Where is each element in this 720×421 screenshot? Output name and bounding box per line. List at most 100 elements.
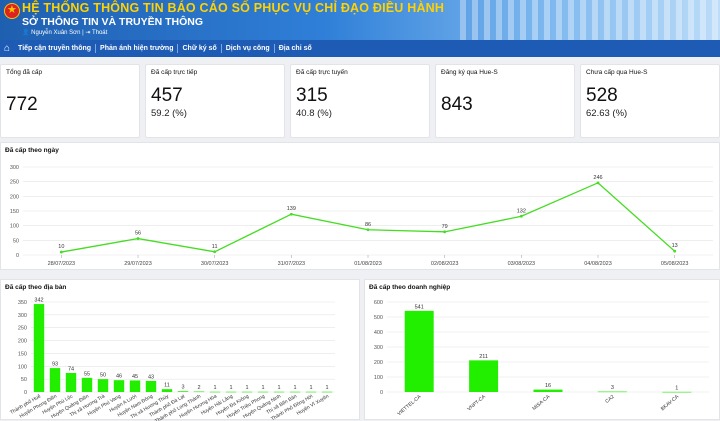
y-tick-label: 350 xyxy=(18,300,27,306)
y-tick-label: 0 xyxy=(24,390,27,396)
bar-value-label: 1 xyxy=(213,385,216,391)
app-header: HỆ THỐNG THÔNG TIN BÁO CÁO SỐ PHỤC VỤ CH… xyxy=(0,0,720,40)
y-tick-label: 50 xyxy=(21,377,27,383)
data-label: 56 xyxy=(135,231,141,237)
stat-value: 843 xyxy=(441,94,473,115)
stat-label: Đăng ký qua Hue-S xyxy=(441,69,498,76)
app-title: HỆ THỐNG THÔNG TIN BÁO CÁO SỐ PHỤC VỤ CH… xyxy=(22,1,445,15)
y-tick-label: 250 xyxy=(10,180,19,186)
data-label: 13 xyxy=(672,243,678,249)
data-label: 86 xyxy=(365,222,371,228)
data-point xyxy=(366,228,370,232)
stat-card-direct: Đã cấp trực tiếp 457 59.2 (%) xyxy=(145,64,285,138)
daily-chart-panel: Đã cấp theo ngày 0 50 100 150 200 250 300 28/07… xyxy=(0,142,720,270)
nav-item-chu-ky-so[interactable]: Chữ ký số xyxy=(178,44,222,53)
y-tick-label: 100 xyxy=(18,364,27,370)
bar-value-label: 211 xyxy=(479,354,488,360)
data-point xyxy=(443,230,447,234)
bar xyxy=(241,391,253,393)
x-tick-label: 05/08/2023 xyxy=(661,261,689,267)
bar-value-label: 3 xyxy=(181,385,184,391)
nav-item-tiep-can-truyen-thong[interactable]: Tiếp cận truyền thông xyxy=(14,44,97,53)
data-label: 132 xyxy=(517,208,526,214)
bar-value-label: 1 xyxy=(277,385,280,391)
bar xyxy=(193,391,205,393)
y-tick-label: 100 xyxy=(374,375,383,381)
bar-value-label: 1 xyxy=(325,385,328,391)
x-tick-label: BKAV-CA xyxy=(660,394,681,413)
x-tick-label: CA2 xyxy=(604,394,615,405)
nav-item-dia-chi-so[interactable]: Địa chỉ số xyxy=(278,45,312,52)
provider-chart-panel: Đã cấp theo doanh nghiệp 0 100 200 300 400 50… xyxy=(364,279,720,420)
y-tick-label: 150 xyxy=(10,209,19,215)
stat-percent: 40.8 (%) xyxy=(296,108,332,119)
data-point xyxy=(136,237,140,240)
provider-bar-chart: 0 100 200 300 400 500 600 541 VIETTEL-CA 211 VNPT-… xyxy=(374,300,709,417)
bar xyxy=(65,372,77,392)
x-tick-label: VNPT-CA xyxy=(466,394,487,413)
bar-value-label: 1 xyxy=(675,385,678,391)
bar xyxy=(321,391,333,393)
x-tick-label: 03/08/2023 xyxy=(508,261,536,267)
logout-icon: ⇥ xyxy=(85,30,91,36)
logout-link[interactable]: Thoát xyxy=(91,30,108,36)
bar xyxy=(161,389,173,392)
bar xyxy=(662,391,692,393)
y-tick-label: 500 xyxy=(374,315,383,321)
data-point xyxy=(213,250,217,254)
x-tick-label: 30/07/2023 xyxy=(201,261,229,267)
y-tick-label: 200 xyxy=(374,360,383,366)
bar xyxy=(177,391,189,392)
stat-card-hues-registered: Đăng ký qua Hue-S 843 xyxy=(435,64,575,138)
data-point xyxy=(596,181,600,185)
data-label: 79 xyxy=(442,224,448,230)
bar xyxy=(113,380,125,392)
bar xyxy=(33,304,45,392)
bar xyxy=(81,377,93,392)
home-icon[interactable]: ⌂ xyxy=(4,43,11,54)
stat-card-hues-pending: Chưa cấp qua Hue-S 528 62.63 (%) xyxy=(580,64,720,138)
main-nav: ⌂ Tiếp cận truyền thông Phản ánh hiện tr… xyxy=(0,40,720,57)
x-tick-label: 04/08/2023 xyxy=(584,261,612,267)
stat-label: Chưa cấp qua Hue-S xyxy=(586,69,648,76)
data-label: 139 xyxy=(287,206,296,212)
bar-value-label: 45 xyxy=(132,374,138,380)
bar-value-label: 1 xyxy=(309,385,312,391)
bar xyxy=(129,380,141,392)
bar-value-label: 1 xyxy=(229,385,232,391)
y-tick-label: 300 xyxy=(374,345,383,351)
bar xyxy=(49,368,61,392)
y-tick-label: 0 xyxy=(16,253,19,259)
bar xyxy=(273,391,285,393)
y-tick-label: 300 xyxy=(18,313,27,319)
y-tick-label: 150 xyxy=(18,351,27,357)
data-point xyxy=(289,212,293,216)
national-emblem-icon xyxy=(4,3,20,19)
bar xyxy=(145,380,157,392)
data-point xyxy=(59,250,63,254)
user-name[interactable]: Nguyễn Xuân Sơn xyxy=(31,30,81,36)
nav-item-dich-vu-cong[interactable]: Dịch vụ công xyxy=(222,44,275,53)
bar xyxy=(305,391,317,393)
y-tick-label: 200 xyxy=(18,339,27,345)
bar xyxy=(209,391,221,393)
bar-value-label: 1 xyxy=(293,385,296,391)
bar-value-label: 74 xyxy=(68,366,74,372)
series-line xyxy=(61,182,676,253)
x-tick-label: 01/08/2023 xyxy=(354,261,382,267)
bar-value-label: 11 xyxy=(164,383,170,389)
data-label: 10 xyxy=(58,244,64,250)
user-icon: 👤 xyxy=(22,30,30,36)
bar-value-label: 1 xyxy=(261,385,264,391)
nav-item-phan-anh-hien-truong[interactable]: Phản ánh hiện trường xyxy=(96,44,179,53)
x-tick-label: 28/07/2023 xyxy=(48,261,76,267)
bar xyxy=(225,391,237,393)
bar xyxy=(289,391,301,393)
stat-card-total: Tổng đã cấp 772 xyxy=(0,64,140,138)
stat-value: 528 xyxy=(586,85,618,106)
x-tick-label: 31/07/2023 xyxy=(278,261,306,267)
x-tick-label: 29/07/2023 xyxy=(124,261,152,267)
bar-value-label: 55 xyxy=(84,371,90,377)
daily-line-chart: 0 50 100 150 200 250 300 28/07/2023 29/07/2023 30… xyxy=(10,165,713,267)
